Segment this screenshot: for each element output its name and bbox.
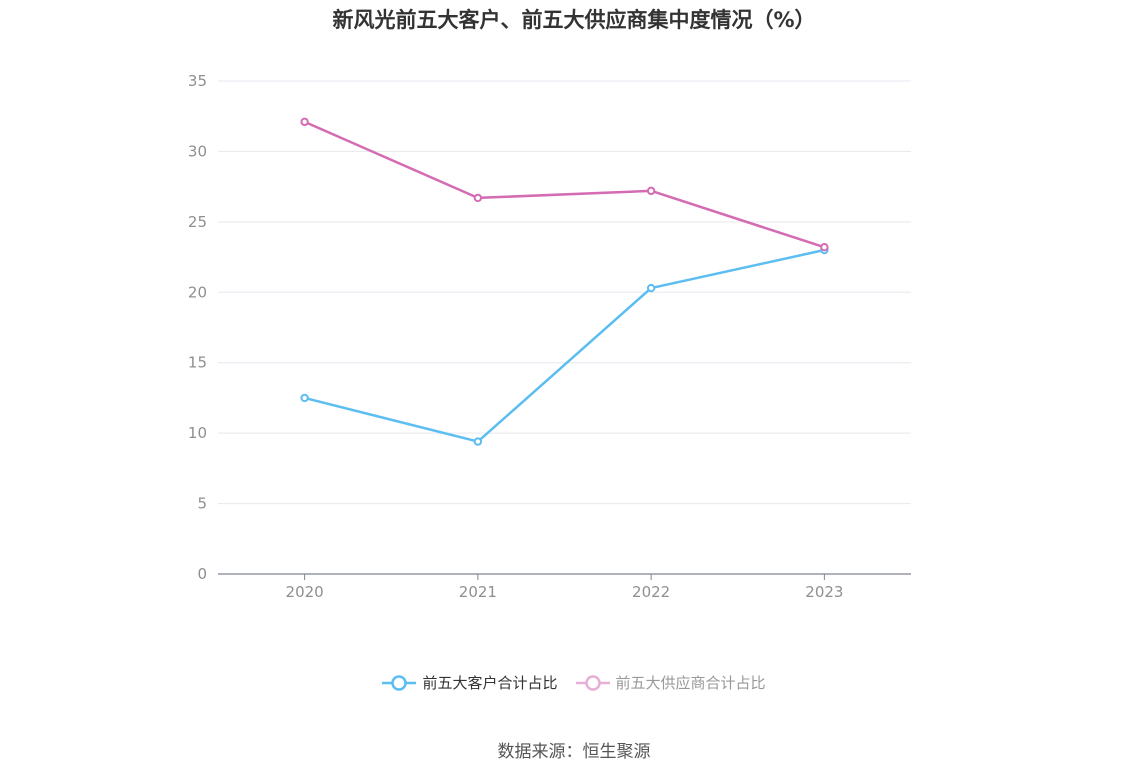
data-point-series-1 [646, 186, 656, 196]
data-point-series-1 [473, 193, 483, 203]
x-tick-label: 2021 [459, 583, 497, 601]
y-tick-label: 35 [188, 72, 207, 90]
legend-label-customers: 前五大客户合计占比 [422, 674, 558, 692]
legend-item-suppliers[interactable]: 前五大供应商合计占比 [575, 672, 766, 693]
data-source: 数据来源：恒生聚源 [497, 742, 651, 762]
data-point-series-0 [473, 437, 483, 446]
x-tick-label: 2023 [805, 583, 843, 601]
series-line-1 [304, 120, 825, 249]
y-tick-label: 20 [188, 283, 207, 301]
line-chart: 0 5 10 15 20 25 30 35 2020 2021 2022 2023 [188, 72, 911, 601]
y-tick-label: 25 [188, 213, 207, 231]
series-line-0 [304, 248, 825, 443]
x-tick-label: 2020 [286, 583, 324, 601]
data-point-series-0 [646, 283, 656, 293]
legend-item-customers[interactable]: 前五大客户合计占比 [382, 672, 558, 693]
y-tick-label: 30 [188, 142, 207, 160]
legend-marker-suppliers-icon [575, 674, 610, 691]
data-point-series-1 [820, 243, 829, 252]
data-point-series-0 [300, 393, 309, 403]
y-tick-label: 15 [188, 354, 207, 372]
chart-title: 新风光前五大客户、前五大供应商集中度情况（%） [332, 8, 816, 32]
legend-marker-customers-icon [382, 674, 417, 691]
x-tick-label: 2022 [632, 583, 670, 601]
y-tick-label: 5 [197, 495, 207, 513]
data-point-series-1 [300, 117, 309, 127]
legend-label-suppliers: 前五大供应商合计占比 [615, 674, 766, 692]
y-tick-label: 10 [188, 424, 207, 442]
y-tick-label: 0 [197, 565, 207, 583]
legend: 前五大客户合计占比 前五大供应商合计占比 [0, 672, 1148, 693]
